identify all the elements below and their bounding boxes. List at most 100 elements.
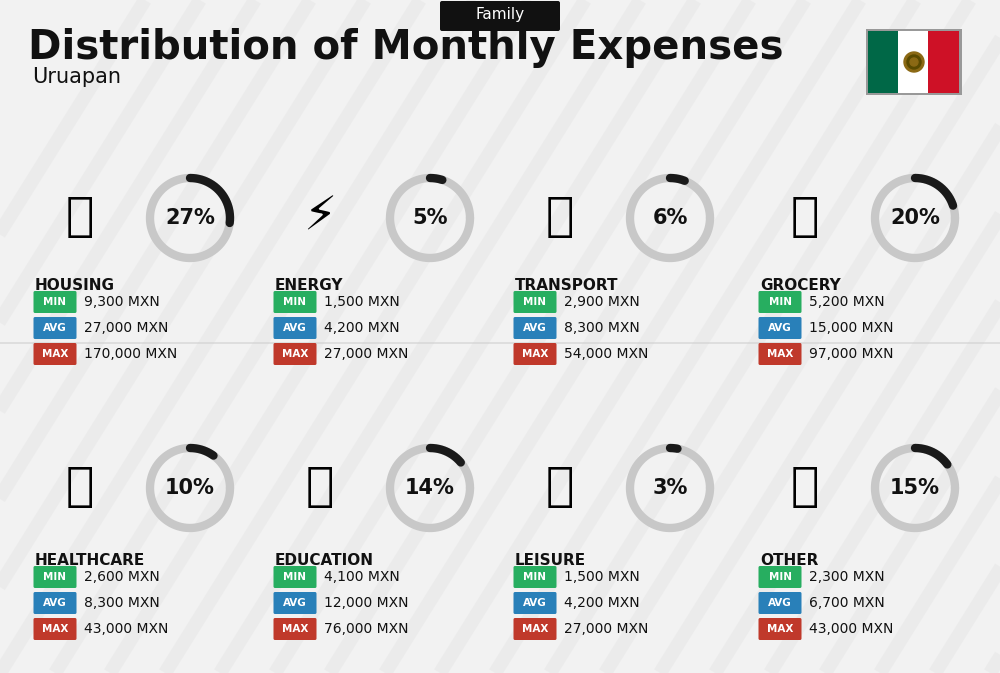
Text: Family: Family [475,7,525,22]
FancyBboxPatch shape [759,291,802,313]
Text: MAX: MAX [522,624,548,634]
Text: 14%: 14% [405,478,455,498]
Text: EDUCATION: EDUCATION [275,553,374,568]
Text: 5%: 5% [412,208,448,228]
FancyBboxPatch shape [514,343,556,365]
FancyBboxPatch shape [34,317,76,339]
FancyBboxPatch shape [274,566,316,588]
Text: 9,300 MXN: 9,300 MXN [84,295,160,309]
FancyBboxPatch shape [866,29,962,95]
Text: 43,000 MXN: 43,000 MXN [84,622,168,636]
Text: AVG: AVG [523,598,547,608]
Text: MIN: MIN [284,572,306,582]
Text: 🛒: 🛒 [791,195,819,240]
FancyBboxPatch shape [928,31,959,93]
Text: 6%: 6% [652,208,688,228]
Text: MIN: MIN [44,297,66,307]
Text: 97,000 MXN: 97,000 MXN [809,347,894,361]
Text: 76,000 MXN: 76,000 MXN [324,622,409,636]
Text: ENERGY: ENERGY [275,278,344,293]
Text: 🛍️: 🛍️ [546,466,574,511]
FancyBboxPatch shape [898,31,929,93]
Text: 2,300 MXN: 2,300 MXN [809,570,885,584]
FancyBboxPatch shape [514,566,556,588]
FancyBboxPatch shape [514,317,556,339]
Text: 2,600 MXN: 2,600 MXN [84,570,160,584]
Text: AVG: AVG [43,598,67,608]
Text: 🏢: 🏢 [66,195,94,240]
FancyBboxPatch shape [514,618,556,640]
Text: LEISURE: LEISURE [515,553,586,568]
Text: 43,000 MXN: 43,000 MXN [809,622,893,636]
Text: MIN: MIN [768,297,792,307]
Text: 6,700 MXN: 6,700 MXN [809,596,885,610]
Text: 2,900 MXN: 2,900 MXN [564,295,640,309]
Text: 15,000 MXN: 15,000 MXN [809,321,894,335]
FancyBboxPatch shape [34,566,76,588]
Text: 1,500 MXN: 1,500 MXN [564,570,640,584]
Text: AVG: AVG [283,598,307,608]
FancyBboxPatch shape [34,618,76,640]
Circle shape [910,58,918,66]
Text: OTHER: OTHER [760,553,818,568]
Circle shape [904,52,924,72]
Text: MAX: MAX [42,349,68,359]
Text: AVG: AVG [283,323,307,333]
FancyBboxPatch shape [34,291,76,313]
Text: GROCERY: GROCERY [760,278,841,293]
FancyBboxPatch shape [759,343,802,365]
Text: MAX: MAX [282,624,308,634]
Text: 54,000 MXN: 54,000 MXN [564,347,648,361]
Text: 1,500 MXN: 1,500 MXN [324,295,400,309]
Text: TRANSPORT: TRANSPORT [515,278,618,293]
Circle shape [907,55,921,69]
Text: Distribution of Monthly Expenses: Distribution of Monthly Expenses [28,28,784,68]
Text: 27,000 MXN: 27,000 MXN [84,321,168,335]
FancyBboxPatch shape [274,343,316,365]
Text: 3%: 3% [652,478,688,498]
Text: MIN: MIN [768,572,792,582]
Text: MAX: MAX [42,624,68,634]
Text: 8,300 MXN: 8,300 MXN [564,321,640,335]
Text: 🎓: 🎓 [306,466,334,511]
Text: 4,200 MXN: 4,200 MXN [564,596,640,610]
Text: HEALTHCARE: HEALTHCARE [35,553,145,568]
Text: 5,200 MXN: 5,200 MXN [809,295,885,309]
Text: ⚡: ⚡ [303,195,337,240]
FancyBboxPatch shape [759,317,802,339]
Text: 20%: 20% [890,208,940,228]
Text: 170,000 MXN: 170,000 MXN [84,347,177,361]
Text: 27,000 MXN: 27,000 MXN [324,347,408,361]
FancyBboxPatch shape [759,592,802,614]
FancyBboxPatch shape [514,291,556,313]
Text: 🚌: 🚌 [546,195,574,240]
Text: MAX: MAX [522,349,548,359]
FancyBboxPatch shape [868,31,898,93]
FancyBboxPatch shape [274,291,316,313]
Text: 8,300 MXN: 8,300 MXN [84,596,160,610]
FancyBboxPatch shape [274,317,316,339]
Text: AVG: AVG [768,323,792,333]
Text: 4,100 MXN: 4,100 MXN [324,570,400,584]
Text: 15%: 15% [890,478,940,498]
FancyBboxPatch shape [274,618,316,640]
Text: MAX: MAX [282,349,308,359]
Text: 💰: 💰 [791,466,819,511]
Text: HOUSING: HOUSING [35,278,115,293]
FancyBboxPatch shape [759,566,802,588]
Text: MIN: MIN [284,297,306,307]
Text: MIN: MIN [524,572,546,582]
Text: 12,000 MXN: 12,000 MXN [324,596,409,610]
Text: 4,200 MXN: 4,200 MXN [324,321,400,335]
Text: AVG: AVG [768,598,792,608]
FancyBboxPatch shape [759,618,802,640]
Text: MIN: MIN [44,572,66,582]
FancyBboxPatch shape [514,592,556,614]
Text: AVG: AVG [43,323,67,333]
FancyBboxPatch shape [440,1,560,31]
Text: 🏥: 🏥 [66,466,94,511]
Text: MAX: MAX [767,349,793,359]
Text: MAX: MAX [767,624,793,634]
FancyBboxPatch shape [274,592,316,614]
Text: 27%: 27% [165,208,215,228]
